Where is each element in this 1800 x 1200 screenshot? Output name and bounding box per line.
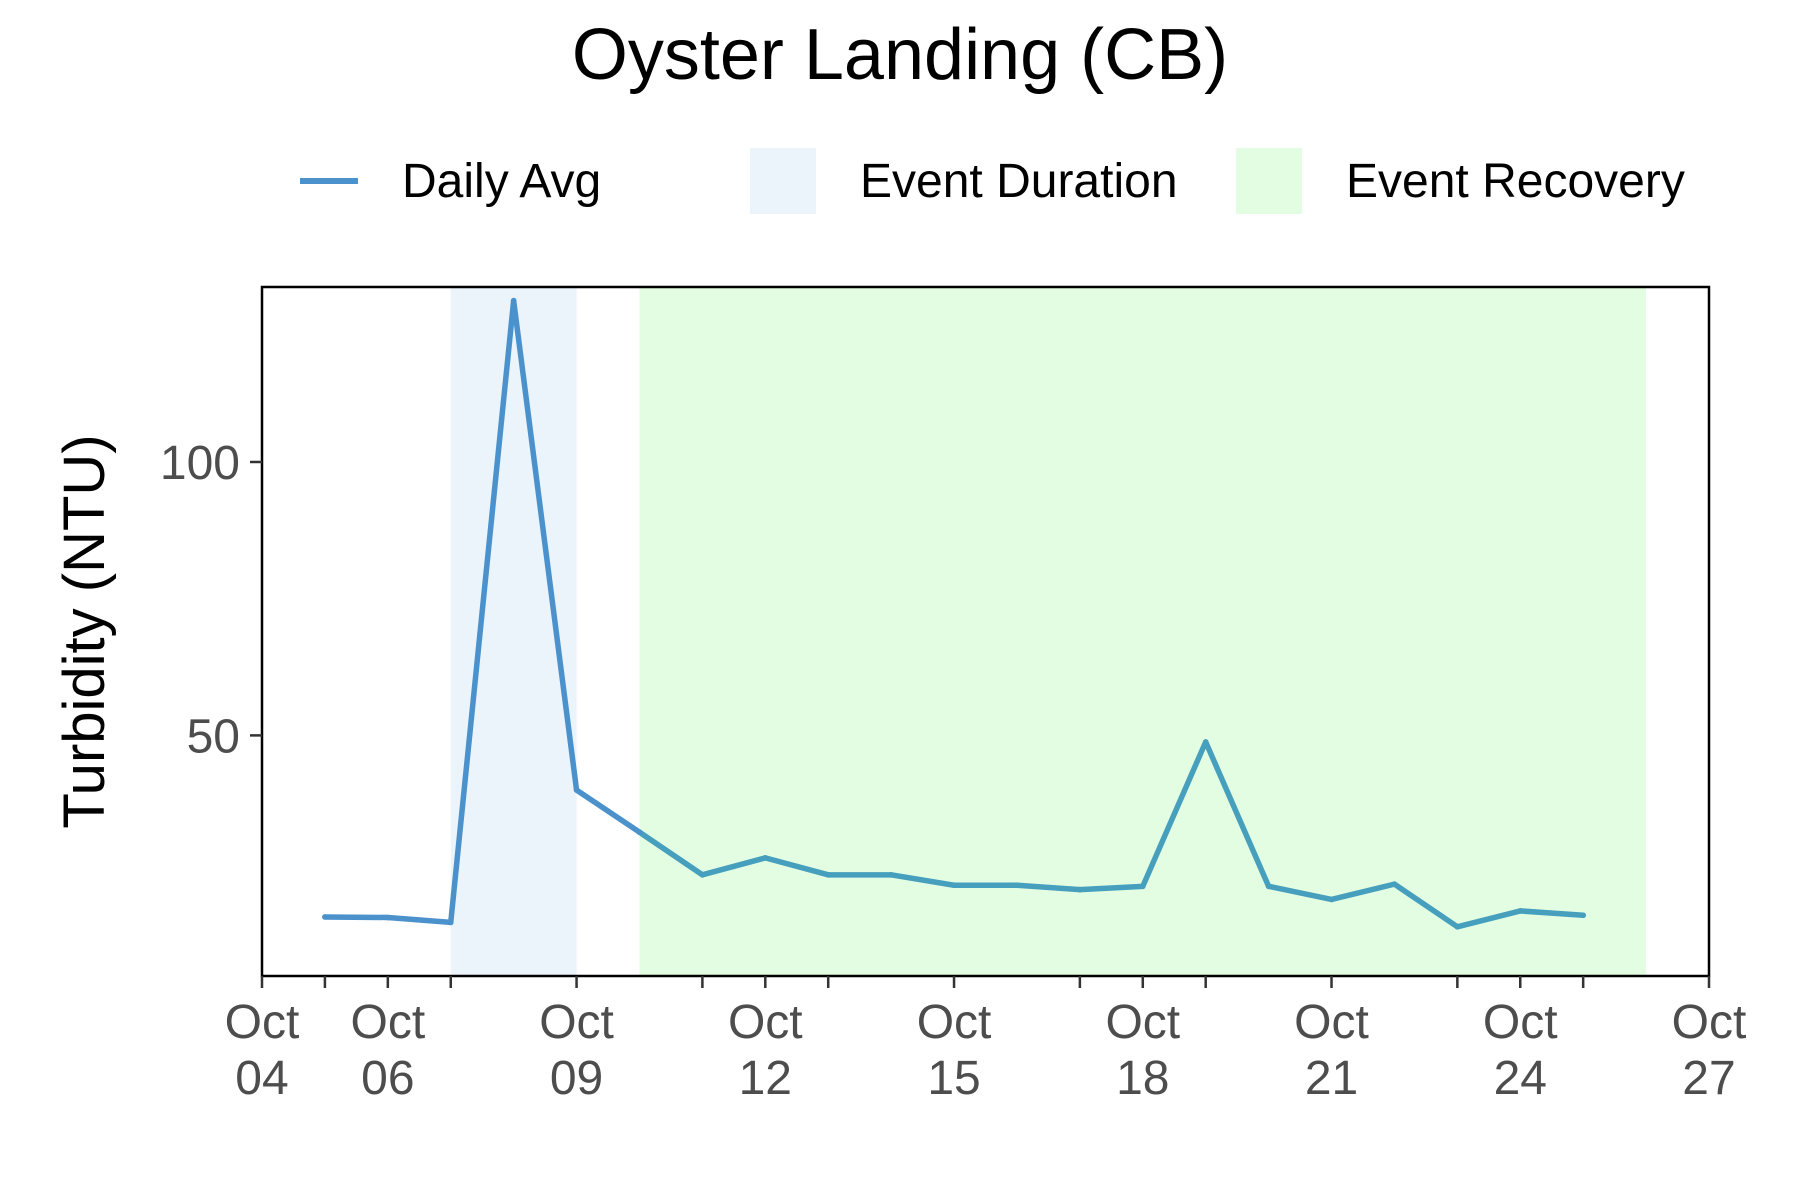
daily-avg-point (447, 919, 454, 926)
daily-avg-point (322, 914, 328, 920)
event-recovery-band (639, 287, 1647, 976)
daily-avg-line-segment (1014, 882, 1083, 893)
legend-item-daily-avg: Daily Avg (300, 148, 601, 214)
daily-avg-line-segment (699, 855, 769, 878)
legend-item-event-duration: Event Duration (750, 148, 1178, 214)
daily-avg-point (888, 872, 894, 878)
daily-avg-line-segment (322, 914, 391, 921)
x-tick-label: Oct 12 (728, 996, 803, 1105)
x-tick-label: Oct 21 (1294, 996, 1369, 1105)
legend-label-event-recovery: Event Recovery (1346, 154, 1685, 208)
daily-avg-line-segment (447, 297, 517, 926)
daily-avg-line-segment (1454, 908, 1524, 930)
x-tick-label: Oct 15 (917, 996, 992, 1105)
daily-avg-point (510, 297, 517, 304)
daily-avg-line-segment (1328, 881, 1398, 903)
daily-avg-point (1139, 883, 1146, 890)
daily-avg-point (1202, 739, 1209, 745)
daily-avg-point (762, 855, 769, 861)
legend-key-daily-avg (300, 178, 358, 184)
daily-avg-line-segment (1202, 739, 1272, 890)
daily-avg-line-segment (1265, 883, 1335, 903)
daily-avg-line-segment (510, 297, 580, 793)
y-tick-label: 100 (160, 437, 240, 490)
daily-avg-point (825, 872, 832, 878)
legend-key-event-recovery (1236, 148, 1302, 214)
daily-avg-line-segment (888, 872, 957, 888)
x-tick-label: Oct 24 (1483, 996, 1558, 1105)
daily-avg-line-segment (1140, 739, 1209, 890)
daily-avg-point (1454, 923, 1461, 930)
x-tick-label: Oct 06 (350, 996, 425, 1105)
x-tick-label: Oct 18 (1105, 996, 1180, 1105)
daily-avg-point (951, 882, 957, 889)
daily-avg-point (1391, 881, 1398, 887)
daily-avg-line-segment (762, 855, 831, 878)
daily-avg-line-segment (1077, 883, 1146, 893)
legend-item-event-recovery: Event Recovery (1236, 148, 1685, 214)
daily-avg-line-segment (1391, 881, 1461, 930)
daily-avg-line-segment (1517, 908, 1586, 919)
daily-avg-point (699, 872, 706, 878)
daily-avg-point (385, 914, 391, 921)
daily-avg-point (636, 829, 643, 835)
y-tick-label: 50 (187, 710, 240, 763)
legend-label-event-duration: Event Duration (860, 154, 1178, 208)
daily-avg-point (1517, 908, 1524, 914)
daily-avg-point (1580, 912, 1586, 919)
daily-avg-line-segment (385, 914, 454, 926)
chart-title: Oyster Landing (CB) (571, 15, 1229, 95)
x-tick-label: Oct 27 (1672, 996, 1747, 1105)
y-axis-title: Turbidity (NTU) (52, 434, 117, 828)
legend-label-daily-avg: Daily Avg (402, 154, 602, 208)
daily-avg-line-segment (573, 787, 643, 835)
daily-avg-point (1265, 883, 1272, 890)
daily-avg-point (1328, 896, 1335, 903)
daily-avg-point (1077, 886, 1083, 893)
x-tick-label: Oct 09 (539, 996, 614, 1105)
legend-key-event-duration (750, 148, 816, 214)
daily-avg-line-segment (636, 829, 706, 878)
daily-avg-point (1014, 882, 1020, 889)
plot-panel-border (260, 285, 1711, 978)
x-tick-label: Oct 04 (225, 996, 300, 1105)
daily-avg-point (573, 787, 580, 793)
